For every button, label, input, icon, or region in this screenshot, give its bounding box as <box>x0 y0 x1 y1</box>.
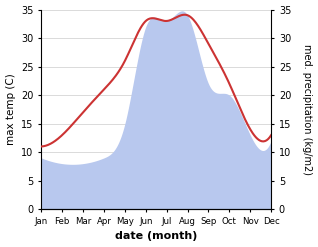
Y-axis label: max temp (C): max temp (C) <box>5 74 16 145</box>
Y-axis label: med. precipitation (kg/m2): med. precipitation (kg/m2) <box>302 44 313 175</box>
X-axis label: date (month): date (month) <box>115 231 197 242</box>
